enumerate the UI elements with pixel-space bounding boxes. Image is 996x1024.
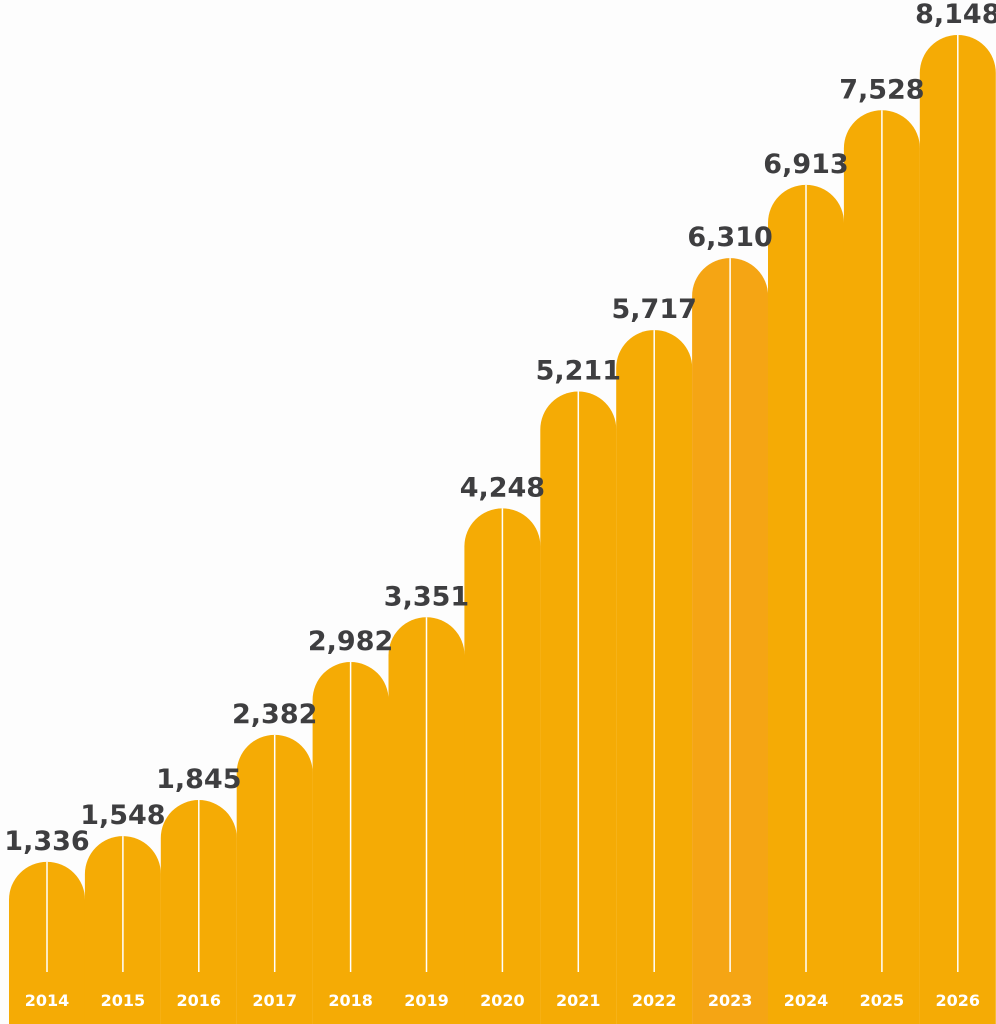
- year-label-2021: 2021: [556, 991, 601, 1010]
- value-label-2026: 8,148: [915, 0, 996, 30]
- value-label-2019: 3,351: [384, 581, 469, 612]
- bars-layer: [9, 35, 996, 1024]
- year-label-2017: 2017: [252, 991, 297, 1010]
- year-label-2023: 2023: [708, 991, 753, 1010]
- year-label-2018: 2018: [328, 991, 373, 1010]
- value-label-2025: 7,528: [839, 74, 924, 105]
- year-label-2015: 2015: [101, 991, 146, 1010]
- year-labels-layer: 2014 2015 2016 2017 2018 2019 2020 2021 2022 2023…: [25, 991, 980, 1010]
- year-label-2024: 2024: [784, 991, 829, 1010]
- year-label-2020: 2020: [480, 991, 525, 1010]
- value-label-2017: 2,382: [232, 699, 317, 730]
- value-label-2023: 6,310: [687, 222, 772, 253]
- value-label-2015: 1,548: [80, 800, 165, 831]
- value-label-2024: 6,913: [763, 149, 848, 180]
- year-label-2019: 2019: [404, 991, 449, 1010]
- value-label-2014: 1,336: [4, 826, 89, 857]
- value-label-2022: 5,717: [611, 294, 696, 325]
- year-label-2014: 2014: [25, 991, 70, 1010]
- year-label-2025: 2025: [860, 991, 905, 1010]
- year-label-2016: 2016: [177, 991, 222, 1010]
- year-label-2022: 2022: [632, 991, 677, 1010]
- value-label-2020: 4,248: [460, 472, 545, 503]
- value-label-2016: 1,845: [156, 764, 241, 795]
- year-label-2026: 2026: [936, 991, 981, 1010]
- value-label-2021: 5,211: [536, 355, 621, 386]
- value-label-2018: 2,982: [308, 626, 393, 657]
